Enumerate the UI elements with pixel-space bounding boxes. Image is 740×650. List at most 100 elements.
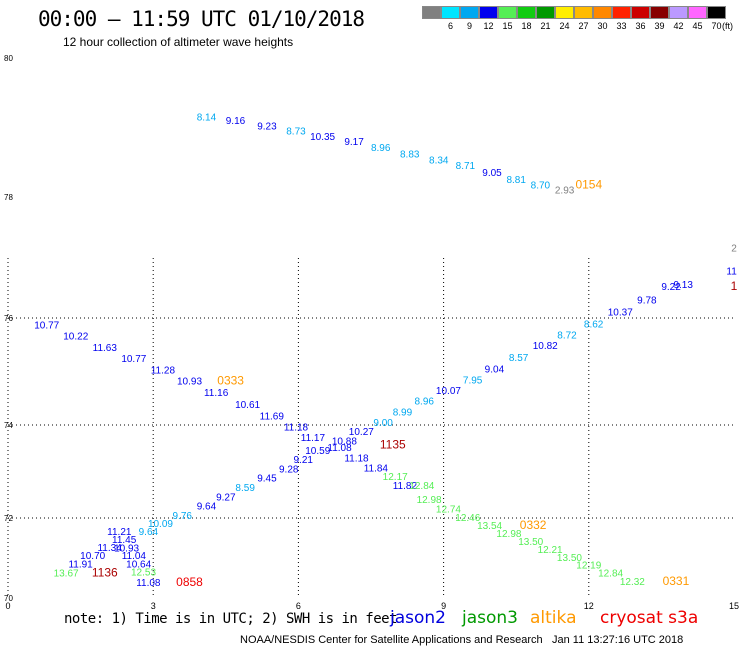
colorbar-label: 36 (635, 21, 646, 31)
wave-height-value: 8.72 (557, 330, 577, 341)
colorbar-label: 9 (466, 21, 472, 31)
colorbar-bin: 6 (441, 6, 460, 31)
wave-height-value: 10.93 (177, 376, 202, 387)
colorbar-bin: 42 (669, 6, 688, 31)
page-subtitle: 12 hour collection of altimeter wave hei… (63, 35, 294, 49)
colorbar-label: 6 (447, 21, 453, 31)
wave-height-value: 11.63 (93, 343, 118, 354)
wave-height-value: 11.45 (112, 535, 137, 546)
wave-height-value: 8.81 (506, 175, 526, 186)
pass-time-label: 1136 (92, 565, 118, 579)
colorbar-swatch (669, 6, 688, 19)
wave-height-value: 8.59 (235, 483, 255, 494)
pass-time-label: 0331 (663, 574, 690, 588)
wave-height-value: 10.77 (121, 354, 146, 365)
wave-height-value: 10.88 (332, 437, 357, 448)
wave-height-value: 11.84 (364, 464, 389, 475)
lat-tick-label: 74 (4, 421, 13, 430)
colorbar-bin: 45 (688, 6, 707, 31)
wave-height-value: 9.16 (226, 116, 246, 127)
wave-height-value: 10.82 (533, 341, 558, 352)
wave-height-value: 2 (731, 243, 737, 254)
wave-height-value: 2.93 (555, 186, 575, 197)
wave-height-value: 9.45 (257, 474, 277, 485)
wave-height-value: 9.13 (673, 280, 693, 291)
wave-height-value: 10.22 (63, 331, 88, 342)
pass-time-label: 0858 (176, 575, 203, 589)
page-title: 00:00 – 11:59 UTC 01/10/2018 (38, 7, 365, 31)
colorbar-bin (422, 6, 441, 31)
wave-height-value: 9.21 (294, 455, 314, 466)
pass-time-label: 1135 (380, 437, 406, 451)
pass-time-label: 1 (731, 279, 738, 293)
wave-height-value: 11.18 (344, 453, 369, 464)
wave-height-value: 11.18 (284, 423, 309, 434)
wave-height-value: 9.64 (139, 527, 159, 538)
colorbar-bin: 24 (555, 6, 574, 31)
colorbar-label: 30 (597, 21, 608, 31)
colorbar-label: 15 (502, 21, 513, 31)
wave-height-value: 8.96 (371, 143, 391, 154)
lat-tick-label: 78 (4, 193, 13, 202)
wave-height-value: 9.00 (373, 418, 393, 429)
wave-height-value: 9.23 (257, 122, 277, 133)
wave-height-value: 10.61 (235, 400, 260, 411)
legend-jason2: jason2 (390, 608, 446, 628)
colorbar-bin: 33 (612, 6, 631, 31)
wave-height-value: 9.04 (485, 365, 505, 376)
wave-height-value: 11.16 (204, 388, 229, 399)
colorbar-label: 39 (654, 21, 665, 31)
wave-height-value: 11.82 (393, 481, 418, 492)
pass-time-label: 0154 (575, 178, 602, 192)
colorbar-swatch (688, 6, 707, 19)
wave-height-value: 11.21 (107, 527, 132, 538)
wave-height-value: 10.93 (114, 544, 139, 555)
lon-tick-label: 15 (729, 601, 739, 611)
lat-tick-label: 80 (4, 54, 13, 63)
wave-height-value: 8.14 (197, 113, 217, 124)
wave-height-value: 12.84 (409, 481, 434, 492)
colorbar-unit: (ft) (722, 21, 733, 31)
colorbar-bin: 12 (479, 6, 498, 31)
lon-tick-label: 6 (296, 601, 301, 611)
wave-height-value: 9.28 (279, 464, 299, 475)
lat-tick-label: 76 (4, 314, 13, 323)
colorbar-bin: 30 (593, 6, 612, 31)
wave-height-value: 8.62 (584, 320, 604, 331)
wave-height-value: 11.08 (327, 443, 352, 454)
lon-tick-label: 9 (441, 601, 446, 611)
wave-height-value: 10.70 (80, 551, 105, 562)
colorbar-label: 45 (692, 21, 703, 31)
colorbar-bin: 21 (536, 6, 555, 31)
colorbar-label: 21 (540, 21, 551, 31)
wave-height-value: 10.59 (305, 446, 330, 457)
colorbar-bin: 9 (460, 6, 479, 31)
wave-height-value: 12.98 (417, 495, 442, 506)
wave-height-value: 11.04 (122, 551, 147, 562)
lat-tick-label: 70 (4, 594, 13, 603)
lon-tick-label: 0 (5, 601, 10, 611)
lon-tick-label: 3 (151, 601, 156, 611)
legend-jason3: jason3 (462, 608, 518, 628)
wave-height-value: 9.76 (173, 511, 193, 522)
wave-height-value: 8.34 (429, 156, 449, 167)
colorbar-swatch (460, 6, 479, 19)
wave-height-value: 13.50 (557, 553, 582, 564)
wave-height-value: 12.84 (598, 568, 623, 579)
wave-height-value: 12.21 (538, 545, 563, 556)
colorbar-bin: 18 (517, 6, 536, 31)
wave-height-value: 13.67 (54, 568, 79, 579)
wave-height-value: 8.83 (400, 149, 420, 160)
wave-height-value: 8.99 (393, 407, 413, 418)
wave-height-value: 10.64 (126, 560, 151, 571)
timestamp: Jan 11 13:27:16 UTC 2018 (552, 634, 684, 646)
colorbar-label: 33 (616, 21, 627, 31)
wave-height-value: 11 (726, 266, 737, 277)
wave-height-value: 10.09 (148, 519, 173, 530)
colorbar-bin: 15 (498, 6, 517, 31)
wave-height-value: 11.08 (136, 578, 161, 589)
wave-height-value: 12.19 (576, 560, 601, 571)
wave-height-value: 11.91 (68, 560, 93, 571)
wave-height-value: 12.46 (455, 513, 480, 524)
legend-cryosat-s3a: cryosat s3a (600, 608, 699, 628)
